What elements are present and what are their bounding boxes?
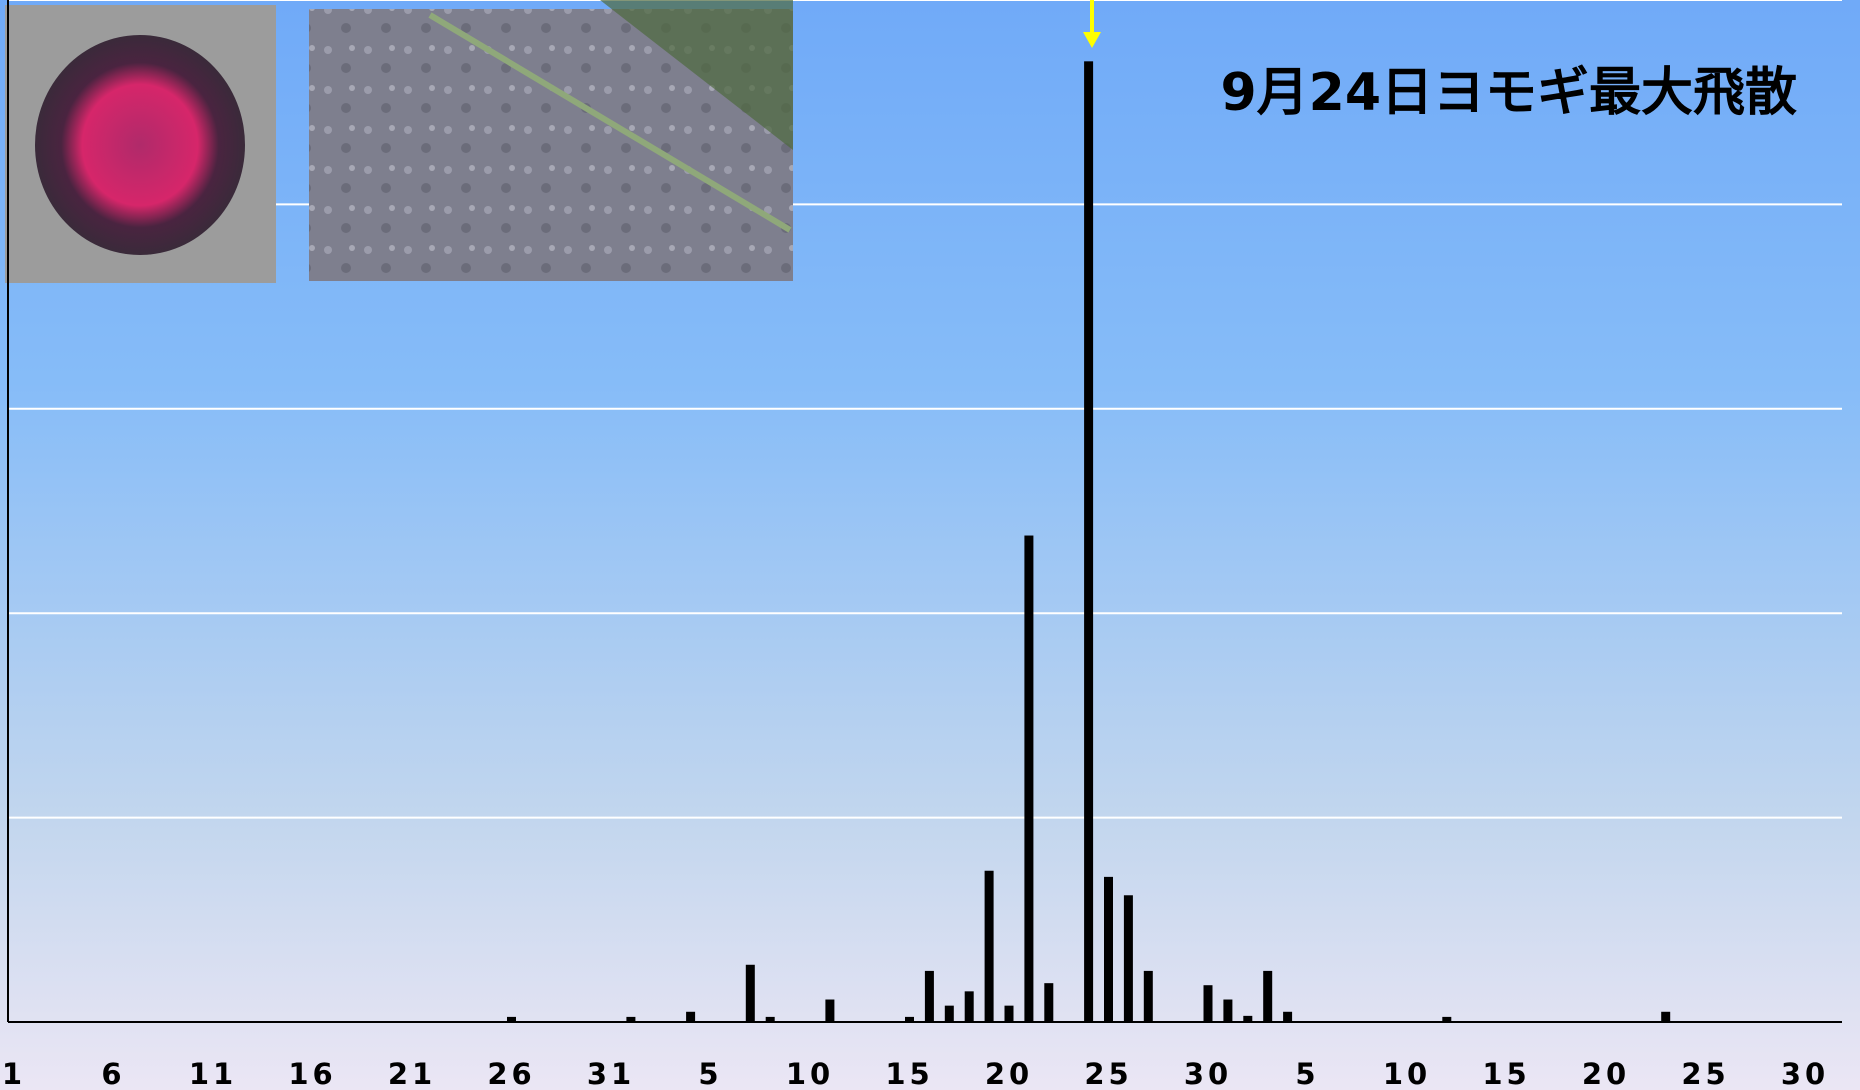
x-tick-label: 20 <box>985 1057 1033 1090</box>
x-tick-label: 30 <box>1184 1057 1232 1090</box>
bar <box>924 970 934 1022</box>
bar <box>1143 970 1153 1022</box>
bar <box>1661 1011 1671 1022</box>
x-tick-label: 21 <box>388 1057 436 1090</box>
x-tick-label: 30 <box>1781 1057 1829 1090</box>
bar <box>745 964 755 1022</box>
x-tick-label: 10 <box>1383 1057 1431 1090</box>
bar <box>507 1016 516 1022</box>
bar <box>626 1016 636 1022</box>
x-tick-label: 25 <box>1681 1057 1729 1090</box>
bar <box>905 1016 914 1022</box>
bar <box>1243 1015 1253 1022</box>
x-tick-label: 10 <box>786 1057 834 1090</box>
bar <box>1123 895 1133 1022</box>
bar <box>984 870 994 1022</box>
arrow-head <box>1083 32 1101 48</box>
annotation: 9月24日ヨモギ最大飛散 <box>1220 63 1797 123</box>
x-tick-label: 1 <box>2 1057 26 1090</box>
bar <box>1283 1011 1293 1022</box>
bar <box>1442 1016 1452 1022</box>
photo-plant <box>309 0 793 281</box>
x-tick-label: 5 <box>1295 1057 1319 1090</box>
x-tick-label: 20 <box>1582 1057 1630 1090</box>
x-tick-label: 15 <box>1482 1057 1530 1090</box>
x-tick-label: 26 <box>487 1057 535 1090</box>
x-tick-label: 31 <box>587 1057 635 1090</box>
bar <box>944 1005 954 1022</box>
x-tick-label: 16 <box>288 1057 336 1090</box>
bar <box>1004 1005 1014 1022</box>
x-tick-label: 15 <box>885 1057 933 1090</box>
bar <box>1084 61 1094 1022</box>
x-tick-label: 6 <box>101 1057 125 1090</box>
x-tick-label: 11 <box>189 1057 237 1090</box>
bar <box>686 1011 696 1022</box>
bar <box>1223 999 1233 1022</box>
bar <box>1104 876 1113 1022</box>
bar <box>825 999 835 1022</box>
bar <box>1044 983 1054 1022</box>
x-tick-label: 25 <box>1084 1057 1132 1090</box>
bar <box>1203 985 1213 1022</box>
photo-pollen <box>5 5 276 283</box>
bar <box>765 1016 775 1022</box>
bar <box>1024 535 1034 1022</box>
bar <box>1263 970 1273 1022</box>
bar <box>964 991 974 1022</box>
x-tick-label: 5 <box>698 1057 722 1090</box>
